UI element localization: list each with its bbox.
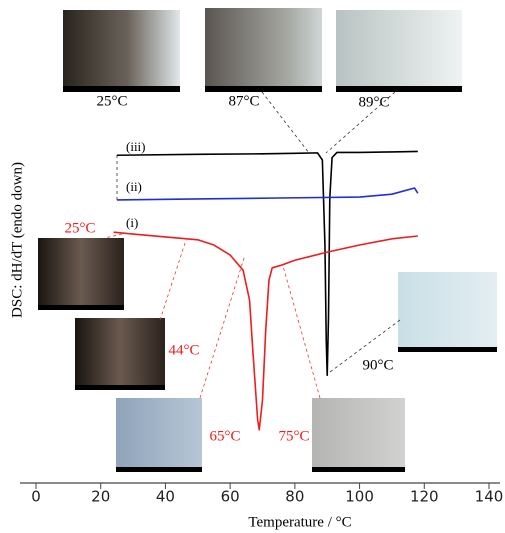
- x-tick-label: 80: [285, 488, 304, 506]
- scale-bar: [75, 385, 165, 390]
- connector: [283, 266, 320, 398]
- scale-bar: [312, 467, 405, 472]
- annotation: 89°C: [358, 94, 389, 110]
- y-axis-label: DSC: dH/dT (endo down): [9, 162, 25, 318]
- x-tick-label: 40: [156, 488, 175, 506]
- micrograph: [75, 318, 165, 390]
- scale-bar: [336, 86, 462, 92]
- x-tick-label: 100: [345, 488, 374, 506]
- chart: Temperature / °C DSC: dH/dT (endo down) …: [0, 0, 505, 533]
- x-tick-label: 140: [475, 488, 504, 506]
- x-tick-label: 120: [410, 488, 439, 506]
- scale-bar: [205, 86, 322, 92]
- scale-bar: [116, 467, 202, 472]
- scale-bar: [63, 86, 180, 92]
- x-tick-label: 20: [91, 488, 110, 506]
- x-tick-label: 0: [31, 488, 41, 506]
- micrograph: [398, 272, 497, 352]
- connector: [200, 255, 245, 398]
- scale-bar: [398, 347, 497, 352]
- scale-bar: [38, 305, 124, 310]
- series-label: (iii): [126, 139, 146, 154]
- x-axis-label: Temperature / °C: [248, 514, 351, 530]
- series-label: (i): [126, 215, 138, 230]
- connector: [262, 92, 309, 153]
- annotation: 75°C: [278, 428, 309, 444]
- annotation: 90°C: [362, 357, 393, 373]
- annotation: 87°C: [228, 93, 259, 109]
- series-label: (ii): [126, 179, 142, 194]
- micrograph: [63, 10, 180, 92]
- series-line: [117, 188, 418, 200]
- annotation: 25°C: [64, 220, 95, 236]
- connector: [160, 240, 186, 320]
- micrograph: [38, 238, 124, 310]
- micrograph: [205, 8, 322, 92]
- micrograph: [116, 398, 202, 472]
- annotation: 44°C: [168, 342, 199, 358]
- x-tick-label: 60: [221, 488, 240, 506]
- annotation: 65°C: [209, 428, 240, 444]
- micrographs: [38, 8, 497, 472]
- annotation: 25°C: [96, 93, 127, 109]
- micrograph: [312, 398, 405, 472]
- micrograph: [336, 10, 462, 92]
- connector: [105, 234, 122, 238]
